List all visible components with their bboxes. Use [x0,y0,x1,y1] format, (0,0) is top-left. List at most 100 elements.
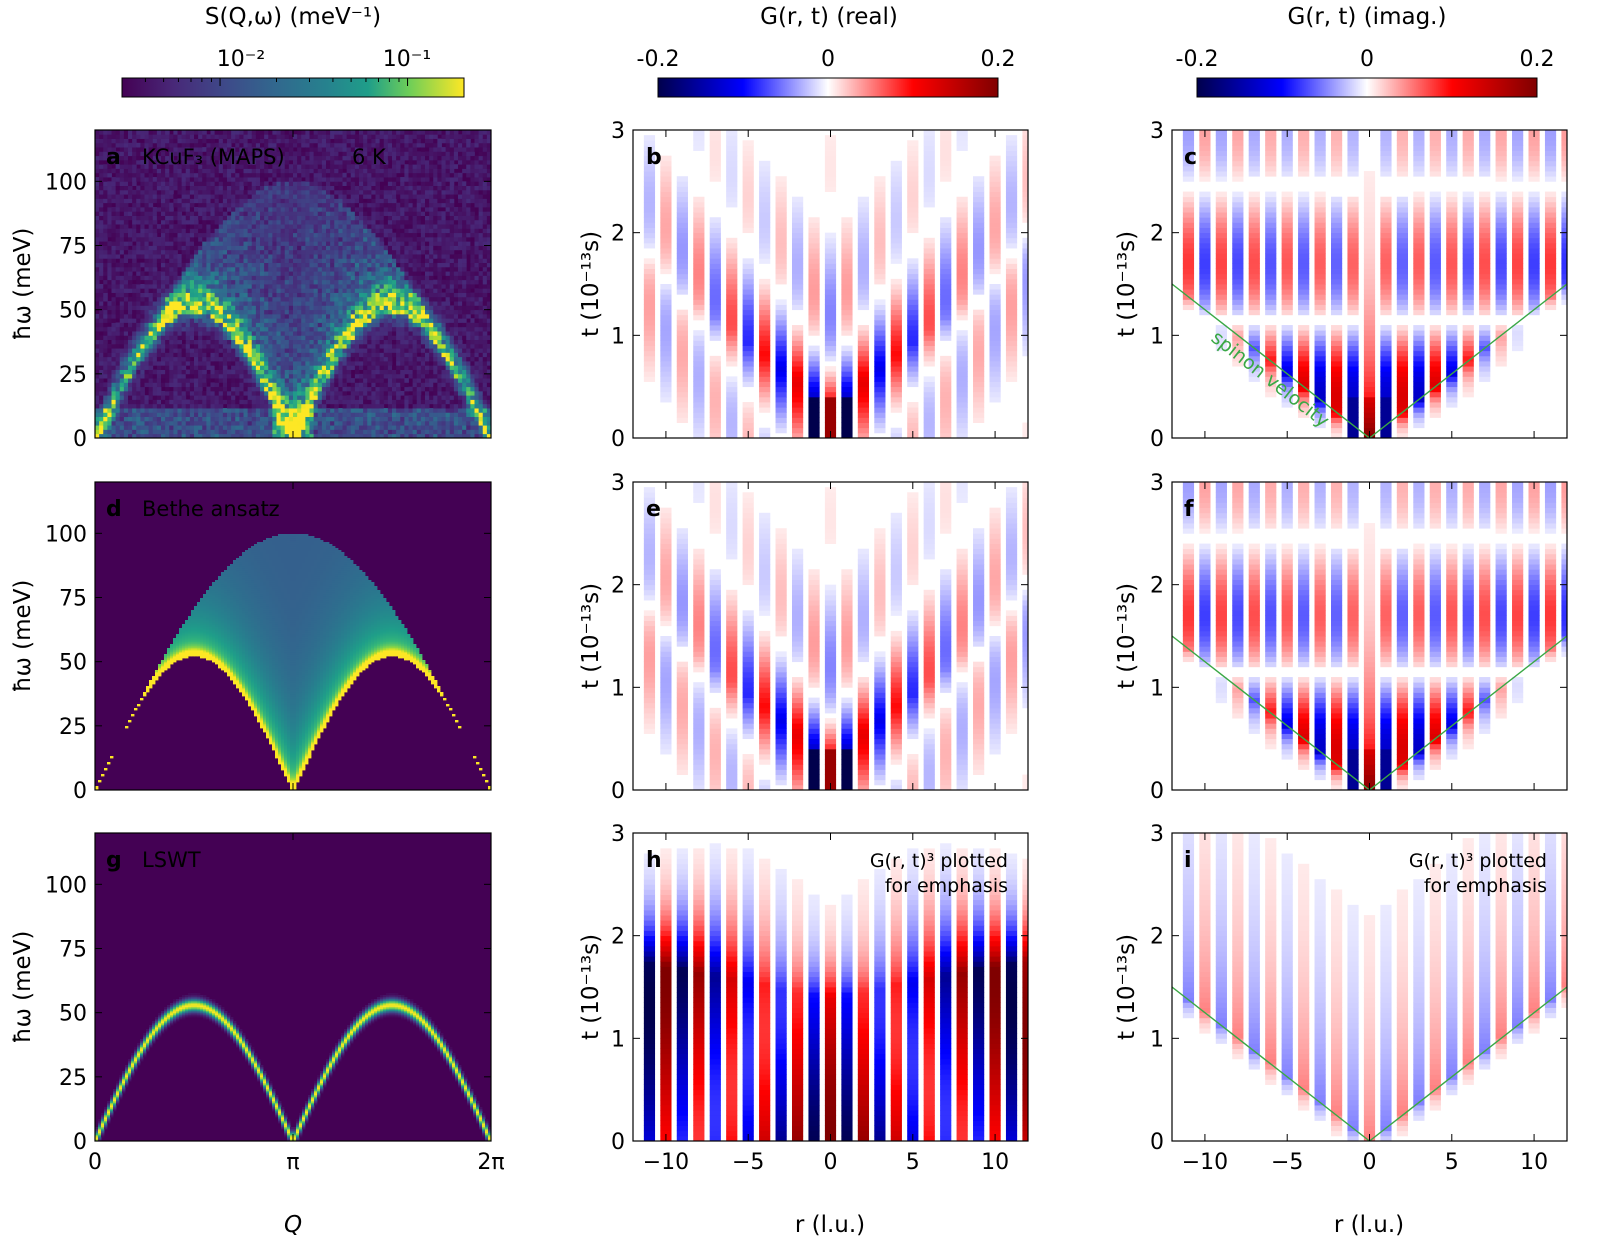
panelA-cell [255,177,261,182]
panelA-cell [119,288,125,293]
panelA-cell [148,211,154,216]
panelA-cell [152,189,158,195]
panelA-cell [280,425,286,430]
panelA-cell [227,207,232,212]
panelA-cell [354,275,360,281]
panelA-cell [202,326,207,332]
panelA-cell [321,326,327,332]
panelA-cell [206,279,211,285]
panelA-cell [309,399,315,405]
panelA-cell [206,198,211,204]
panelA-cell [227,232,232,238]
panelA-cell [165,219,170,225]
panelA-cell [181,408,187,413]
panelA-cell [260,322,265,328]
panelA-cell [251,232,257,238]
panelA-cell [363,373,368,379]
panelA-cell [371,262,376,268]
panelA-cell [260,395,265,400]
panelA-cell [359,168,364,174]
panelA-cell [210,249,216,255]
panelA-cell [276,266,282,272]
panelA-cell [214,386,220,392]
panelA-cell [280,412,286,418]
panelA-cell [99,420,104,426]
panelA-cell [185,177,191,182]
panelA-cell [189,305,195,311]
panelA-cell [243,262,249,268]
panelA-cell [346,245,352,251]
panelA-cell [379,177,385,182]
panelA-cell [111,416,117,422]
panelA-cell [119,142,125,148]
panelA-cell [383,309,389,315]
panelA-cell [95,147,100,152]
panelA-cell [338,168,343,174]
panelA-cell [251,352,257,358]
panelA-cell [350,361,356,366]
panelA-cell [284,245,290,251]
panelA-cell [371,399,376,405]
panelA-cell [255,194,261,199]
panelA-cell [288,271,294,276]
panelA-cell [214,373,220,379]
panelA-cell [140,339,145,345]
panelA-cell [198,198,203,204]
panelA-cell [346,288,352,293]
panelA-cell [264,339,269,345]
panelA-cell [342,254,348,259]
panelA-cell [144,331,150,336]
panelA-cell [375,130,381,135]
panelA-cell [276,219,282,225]
panelA-cell [140,228,145,234]
panelA-cell [251,429,257,435]
panelA-cell [165,403,170,409]
panelA-cell [231,313,236,319]
panelA-cell [383,420,389,426]
panelA-cell [144,369,150,375]
panelA-cell [206,288,211,293]
panelA-cell [152,168,158,174]
panelA-cell [227,326,232,332]
panelA-cell [202,275,207,281]
panelA-cell [239,279,244,285]
panelA-cell [276,305,282,311]
panelA-cell [309,326,315,332]
panelA-cell [222,155,228,161]
panelA-cell [107,275,112,281]
panelA-cell [95,365,100,370]
panelA-cell [284,207,290,212]
panelA-cell [119,356,125,362]
panelA-cell [309,241,315,246]
panelA-cell [284,232,290,238]
panelA-cell [379,386,385,392]
panelA-cell [321,403,327,409]
panelA-cell [342,138,348,144]
panelA-cell [272,429,277,435]
panelA-cell [156,309,162,315]
panelA-cell [367,420,372,426]
panelA-cell [152,151,158,157]
panelA-cell [383,412,389,418]
panelA-cell [214,301,220,306]
panelA-cell [173,245,178,251]
panelA-cell [161,185,166,191]
panelA-cell [367,309,372,315]
panelA-cell [260,275,265,281]
panelA-cell [342,172,348,178]
panelA-cell [260,433,265,438]
panelA-cell [99,134,104,139]
panelA-cell [268,373,273,379]
panelA-cell [99,202,104,208]
panelA-cell [326,215,331,221]
panelA-cell [218,399,224,405]
panelA-cell [276,215,282,221]
panelA-cell [297,194,302,199]
panelA-cell [313,403,319,409]
panelA-cell [338,395,343,400]
panelA-cell [128,262,133,268]
panelA-cell [156,288,162,293]
panelA-cell [123,185,129,191]
panelA-cell [185,134,191,139]
panelA-cell [264,134,269,139]
